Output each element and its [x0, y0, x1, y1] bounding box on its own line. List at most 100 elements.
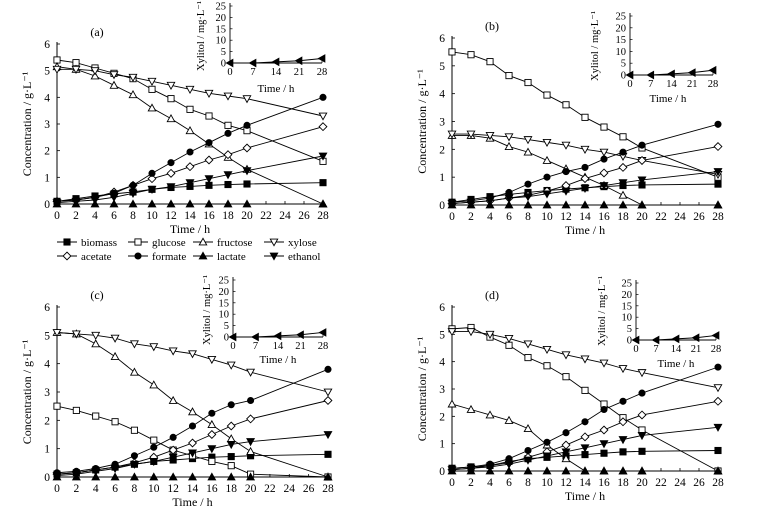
inset-y-tick-label: 5 [627, 324, 632, 335]
data-point-glucose [448, 48, 456, 56]
data-point-biomass [319, 179, 327, 187]
data-point-xylose [447, 328, 457, 337]
data-point-xylose [599, 148, 609, 157]
data-point-xylose [504, 335, 514, 344]
data-point-ethanol [713, 168, 723, 177]
y-tick-label: 4 [44, 92, 50, 104]
data-point-lactate [618, 466, 628, 475]
data-point-biomass [600, 449, 608, 457]
data-point-ethanol [128, 189, 138, 198]
x-tick-label: 24 [674, 211, 686, 223]
series-line-xylose [56, 332, 329, 393]
data-point-xylose [542, 345, 552, 355]
legend-label: biomass [81, 237, 117, 249]
data-point-fructose [185, 126, 195, 135]
x-axis-label: Time / h [172, 495, 212, 509]
y-tick-label: 6 [44, 39, 50, 51]
legend-item-acetate: acetate [57, 251, 112, 263]
y-tick-label: 0 [439, 466, 445, 478]
inset-x-tick-label: 14 [273, 341, 284, 352]
inset-y-tick-label: 15 [219, 298, 230, 309]
data-point-fructose [226, 434, 236, 443]
data-point-formate [227, 401, 235, 409]
data-point-fructose [207, 419, 217, 429]
data-point-formate [619, 397, 627, 405]
inset-y-tick-label: 15 [616, 35, 627, 46]
data-point-lactate [637, 200, 647, 209]
data-point-acetate [637, 410, 647, 420]
y-tick-label: 5 [44, 66, 50, 78]
data-point-ethanol [466, 464, 476, 473]
data-point-lactate [166, 199, 176, 208]
data-point-glucose [581, 386, 589, 394]
inset-y-tick-label: 25 [216, 2, 227, 13]
data-point-lactate [542, 200, 552, 209]
inset-x-tick-label: 0 [633, 344, 638, 355]
data-point-glucose [186, 105, 194, 113]
data-point-xylose [71, 330, 81, 339]
inset-data-point-xylitol [294, 56, 303, 66]
inset-y-tick-label: 25 [219, 276, 230, 287]
y-tick-label: 6 [439, 33, 445, 45]
x-tick-label: 0 [449, 211, 455, 223]
series-line-xylose [452, 331, 719, 389]
inset-y-tick-label: 20 [219, 287, 230, 298]
data-point-fructose [504, 141, 514, 150]
data-point-formate [581, 163, 589, 171]
data-point-xylose [637, 369, 647, 378]
inset-y-tick-label: 10 [219, 310, 230, 321]
x-tick-label: 20 [241, 210, 253, 222]
legend-marker-glucose [134, 238, 142, 246]
data-point-ethanol [204, 175, 214, 184]
x-tick-label: 2 [468, 477, 474, 489]
data-point-lactate [504, 466, 514, 475]
inset-x-tick-label: 28 [708, 79, 719, 90]
legend-label: lactate [217, 251, 246, 263]
inset-data-point-xylitol [711, 331, 720, 340]
inset-y-axis-label: Xylitol / mg·L⁻¹ [590, 11, 601, 81]
legend-marker-ethanol [269, 252, 279, 261]
data-point-acetate [204, 155, 214, 165]
inset-data-point-xylitol [228, 332, 237, 342]
inset-y-tick-label: 0 [627, 336, 632, 347]
data-point-lactate [223, 199, 233, 208]
data-point-xylose [246, 368, 256, 377]
x-tick-label: 4 [487, 477, 493, 489]
inset-x-tick-label: 14 [271, 67, 282, 78]
x-tick-label: 26 [298, 210, 310, 222]
y-tick-label: 2 [439, 411, 445, 423]
y-tick-label: 2 [44, 146, 50, 158]
data-point-formate [205, 139, 213, 147]
data-point-xylose [149, 343, 159, 352]
inset-x-tick-label: 14 [671, 344, 682, 355]
data-point-ethanol [129, 460, 139, 469]
data-point-biomass [638, 447, 646, 455]
data-point-formate [130, 452, 138, 460]
data-point-lactate [91, 472, 101, 481]
data-point-acetate [226, 421, 236, 431]
inset-y-tick-label: 20 [622, 290, 633, 301]
data-point-ethanol [637, 176, 647, 185]
data-point-acetate [713, 396, 723, 406]
x-tick-label: 4 [487, 211, 493, 223]
data-point-fructose [447, 399, 457, 408]
data-point-lactate [523, 200, 533, 209]
data-point-glucose [167, 95, 175, 103]
data-point-glucose [227, 462, 235, 470]
inset-x-axis-label: Time / h [258, 83, 295, 95]
inset-y-tick-label: 25 [616, 12, 627, 23]
legend-marker-fructose [198, 237, 208, 246]
x-tick-label: 18 [225, 483, 237, 495]
x-tick-label: 12 [167, 483, 179, 495]
data-point-ethanol [599, 440, 609, 449]
data-point-glucose [543, 91, 551, 99]
data-point-formate [714, 120, 722, 128]
data-point-lactate [226, 472, 236, 481]
inset-y-tick-label: 0 [221, 59, 226, 70]
series-line-xylose [57, 68, 324, 117]
data-point-glucose [224, 121, 232, 129]
x-tick-label: 12 [560, 211, 572, 223]
